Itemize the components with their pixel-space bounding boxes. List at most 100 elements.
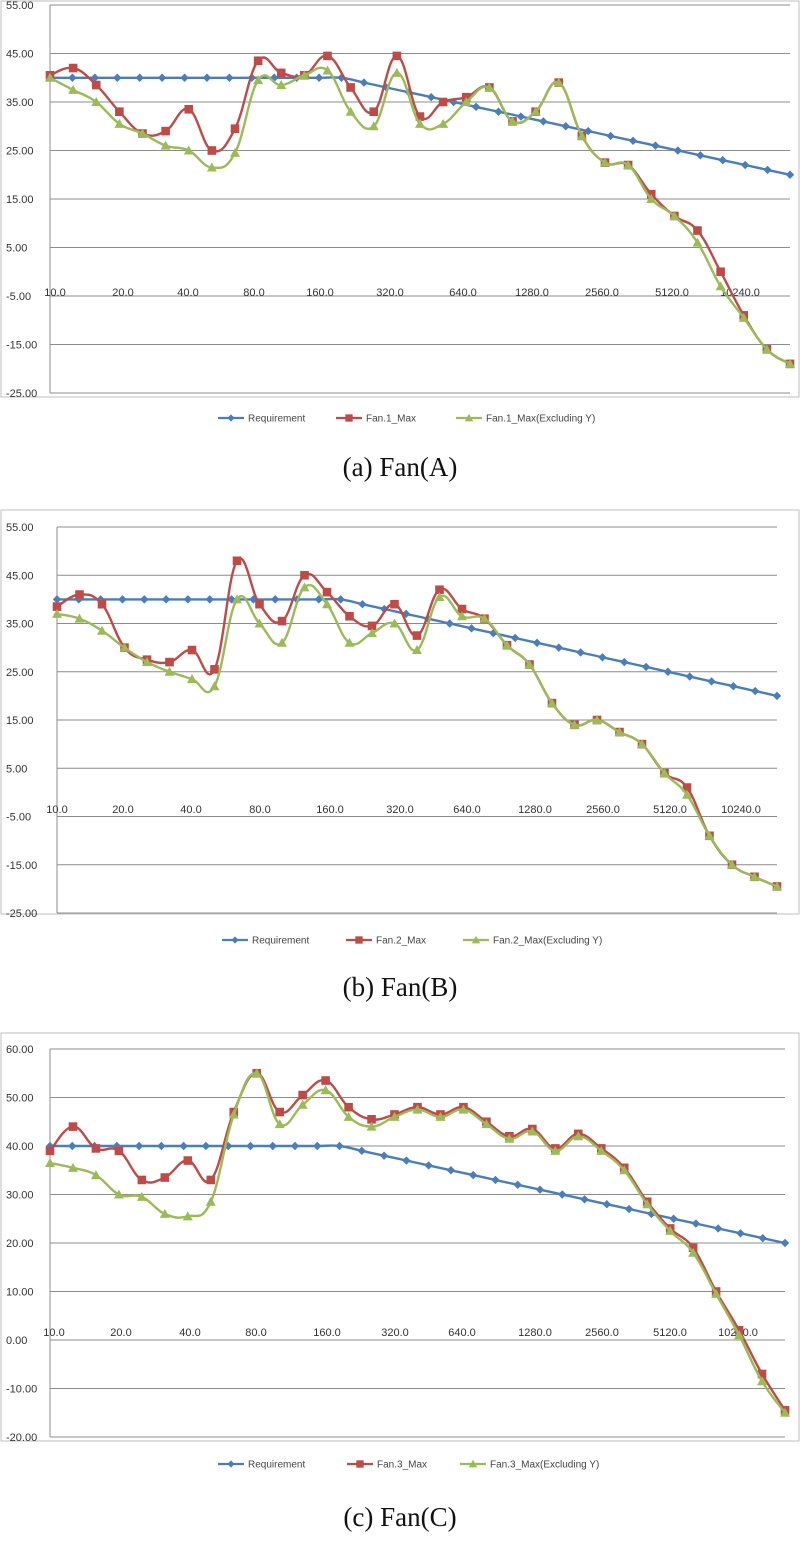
data-point <box>713 1224 723 1233</box>
data-point <box>445 619 454 628</box>
x-tick-label: 40.0 <box>180 804 201 816</box>
data-point <box>401 609 411 619</box>
series-max <box>45 1068 790 1415</box>
data-point <box>772 691 782 701</box>
data-point <box>646 194 657 203</box>
data-point <box>598 653 607 662</box>
data-point <box>140 595 149 604</box>
data-point <box>113 73 122 82</box>
legend-label: Fan.3_Max <box>377 1460 427 1471</box>
y-tick-label: 40.00 <box>6 1141 34 1153</box>
data-point <box>423 614 433 623</box>
y-tick-label: 60.00 <box>6 1044 34 1056</box>
data-point <box>785 358 795 368</box>
data-point <box>623 160 634 170</box>
data-point <box>182 1211 193 1221</box>
data-point <box>380 604 389 614</box>
data-point <box>91 1144 101 1153</box>
data-point <box>161 126 170 136</box>
x-tick-label: 80.0 <box>249 804 270 816</box>
legend-swatch-marker <box>355 936 363 944</box>
data-point <box>665 1225 676 1235</box>
data-point <box>358 600 367 609</box>
data-point <box>539 117 548 126</box>
data-point <box>277 637 287 647</box>
data-point <box>606 131 615 141</box>
series-line-excl <box>56 583 778 888</box>
data-point <box>320 1085 331 1095</box>
data-point <box>164 666 175 676</box>
data-point <box>471 102 481 112</box>
data-point <box>494 107 503 116</box>
data-point <box>438 97 448 107</box>
data-point <box>763 165 772 175</box>
data-point <box>114 1146 124 1156</box>
data-point <box>602 1200 612 1209</box>
x-tick-label: 5120.0 <box>653 1327 687 1339</box>
data-point <box>157 73 167 82</box>
data-point <box>114 118 125 128</box>
x-tick-label: 20.0 <box>110 1327 131 1339</box>
data-point <box>346 83 355 92</box>
data-point <box>468 1170 478 1180</box>
data-point <box>780 1238 790 1248</box>
data-point <box>230 124 240 133</box>
legend-label: Requirement <box>252 936 309 947</box>
data-point <box>160 140 171 150</box>
data-point <box>553 77 564 87</box>
y-tick-label: 5.00 <box>6 763 27 775</box>
data-point <box>67 1162 78 1172</box>
data-point <box>435 585 444 595</box>
data-point <box>510 633 520 643</box>
data-point <box>183 1156 193 1165</box>
data-point <box>489 628 498 638</box>
data-point <box>772 881 782 891</box>
data-point <box>277 616 287 626</box>
data-point <box>596 1145 607 1155</box>
legend-label: Requirement <box>248 414 305 425</box>
data-point <box>527 1126 538 1136</box>
data-point <box>740 160 750 170</box>
data-point <box>205 595 214 604</box>
data-point <box>254 618 265 628</box>
data-point <box>206 1175 216 1185</box>
caption-1: (a) Fan(A) <box>343 452 458 482</box>
data-point <box>576 130 587 140</box>
data-point <box>532 638 542 647</box>
data-point <box>251 1068 262 1078</box>
data-point <box>270 595 280 604</box>
y-tick-label: -5.00 <box>6 291 31 303</box>
data-point <box>663 667 673 676</box>
x-tick-label: 20.0 <box>112 804 133 816</box>
data-point <box>457 611 467 621</box>
data-point <box>761 344 772 354</box>
data-point <box>692 237 703 247</box>
data-point <box>275 1107 284 1117</box>
data-point <box>682 789 692 799</box>
y-tick-label: 35.00 <box>6 619 34 631</box>
series-max <box>52 556 782 891</box>
data-point <box>659 768 670 778</box>
data-point <box>202 73 212 82</box>
data-point <box>685 672 694 681</box>
x-tick-label: 160.0 <box>316 804 344 816</box>
y-tick-label: -5.00 <box>6 812 31 824</box>
x-tick-label: 40.0 <box>179 1327 200 1339</box>
series-line-requirement <box>57 597 778 698</box>
data-point <box>524 659 535 669</box>
data-point <box>491 1175 500 1185</box>
data-point <box>647 1209 656 1219</box>
data-point <box>412 631 422 640</box>
chart-frame <box>0 1032 800 1442</box>
data-point <box>45 1146 55 1156</box>
data-point <box>274 1119 285 1129</box>
data-point <box>159 1208 170 1218</box>
data-point <box>715 281 726 291</box>
x-tick-label: 640.0 <box>449 287 477 299</box>
legend-swatch-marker <box>356 1460 364 1468</box>
data-point <box>183 145 194 155</box>
data-point <box>614 727 625 737</box>
data-point <box>583 126 593 136</box>
data-point <box>530 106 541 116</box>
